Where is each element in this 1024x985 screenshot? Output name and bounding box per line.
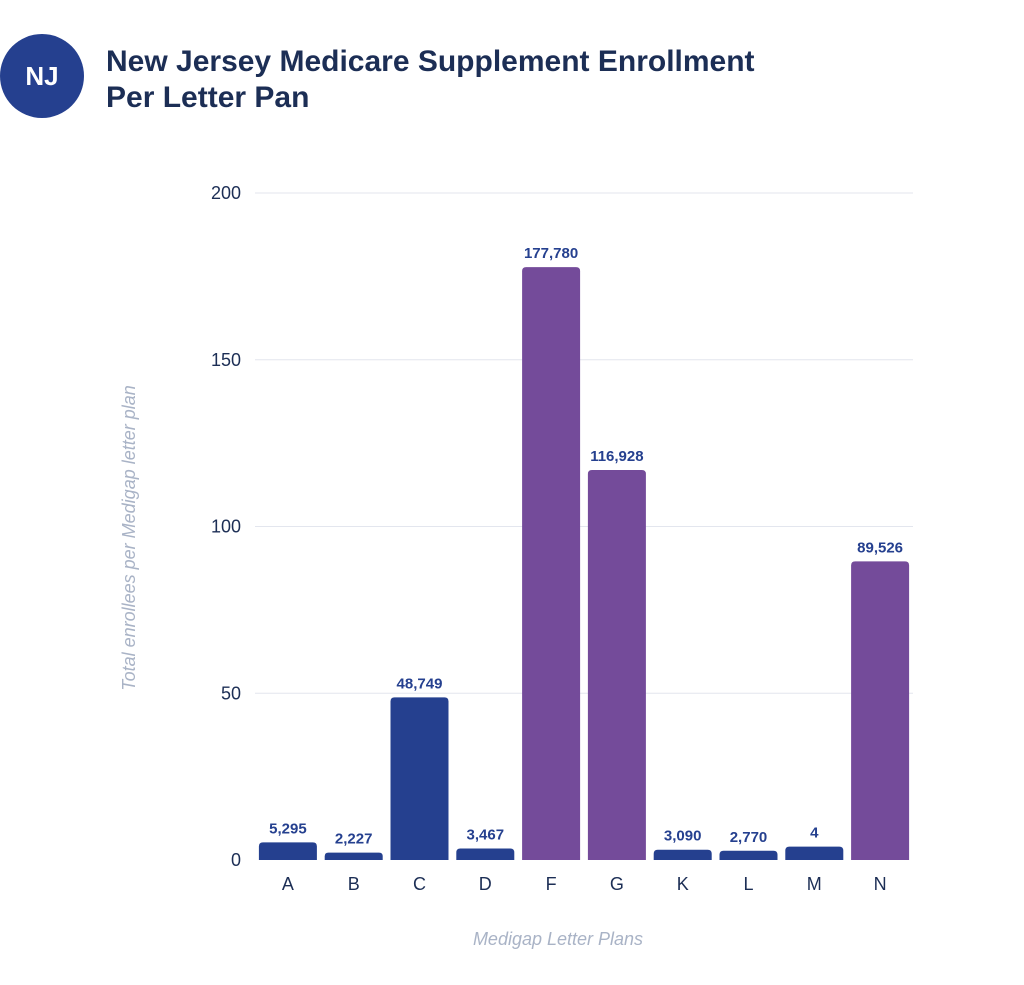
data-label-B: 2,227 <box>335 831 373 848</box>
state-badge-label: NJ <box>25 60 59 91</box>
data-label-N: 89,526 <box>857 539 903 556</box>
bar-G <box>587 470 646 860</box>
y-tick-label: 100 <box>211 517 241 537</box>
x-tick-label-C: C <box>413 874 426 894</box>
x-tick-label-L: L <box>743 874 753 894</box>
x-axis-label: Medigap Letter Plans <box>473 929 643 949</box>
bar-M <box>785 846 844 860</box>
x-tick-label-D: D <box>479 874 492 894</box>
bar-K <box>653 849 712 860</box>
y-tick-label: 200 <box>211 183 241 203</box>
bar-N <box>851 561 910 860</box>
bar-A <box>258 842 317 860</box>
state-badge: NJ <box>0 34 84 118</box>
x-tick-label-B: B <box>348 874 360 894</box>
bar-L <box>719 850 778 860</box>
y-axis-label: Total enrollees per Medigap letter plan <box>119 385 139 691</box>
bar-F <box>522 267 581 860</box>
x-tick-label-M: M <box>807 874 822 894</box>
x-tick-label-K: K <box>677 874 689 894</box>
data-label-C: 48,749 <box>397 675 443 692</box>
bar-C <box>390 697 449 860</box>
x-tick-label-A: A <box>282 874 294 894</box>
bar-B <box>324 852 383 860</box>
y-tick-label: 50 <box>221 683 241 703</box>
data-label-F: 177,780 <box>524 245 578 262</box>
x-tick-label-N: N <box>874 874 887 894</box>
chart-title-line-1: New Jersey Medicare Supplement Enrollmen… <box>106 45 755 78</box>
data-label-G: 116,928 <box>590 448 643 465</box>
data-label-L: 2,770 <box>730 829 768 846</box>
x-tick-label-F: F <box>546 874 557 894</box>
x-tick-label-G: G <box>610 874 624 894</box>
data-label-D: 3,467 <box>467 826 505 843</box>
bar-D <box>456 848 515 860</box>
data-label-A: 5,295 <box>269 820 307 837</box>
y-tick-label: 150 <box>211 350 241 370</box>
chart-title: New Jersey Medicare Supplement Enrollmen… <box>106 44 755 116</box>
chart-title-line-2: Per Letter Pan <box>106 81 310 114</box>
y-tick-label: 0 <box>231 850 241 870</box>
data-label-M: 4 <box>810 825 819 842</box>
data-label-K: 3,090 <box>664 828 702 845</box>
